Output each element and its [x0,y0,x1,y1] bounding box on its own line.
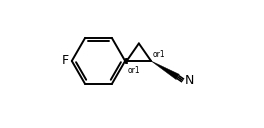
Text: or1: or1 [152,50,165,59]
Polygon shape [151,61,179,80]
Text: or1: or1 [128,66,140,74]
Text: N: N [185,73,194,87]
Text: F: F [62,54,69,67]
